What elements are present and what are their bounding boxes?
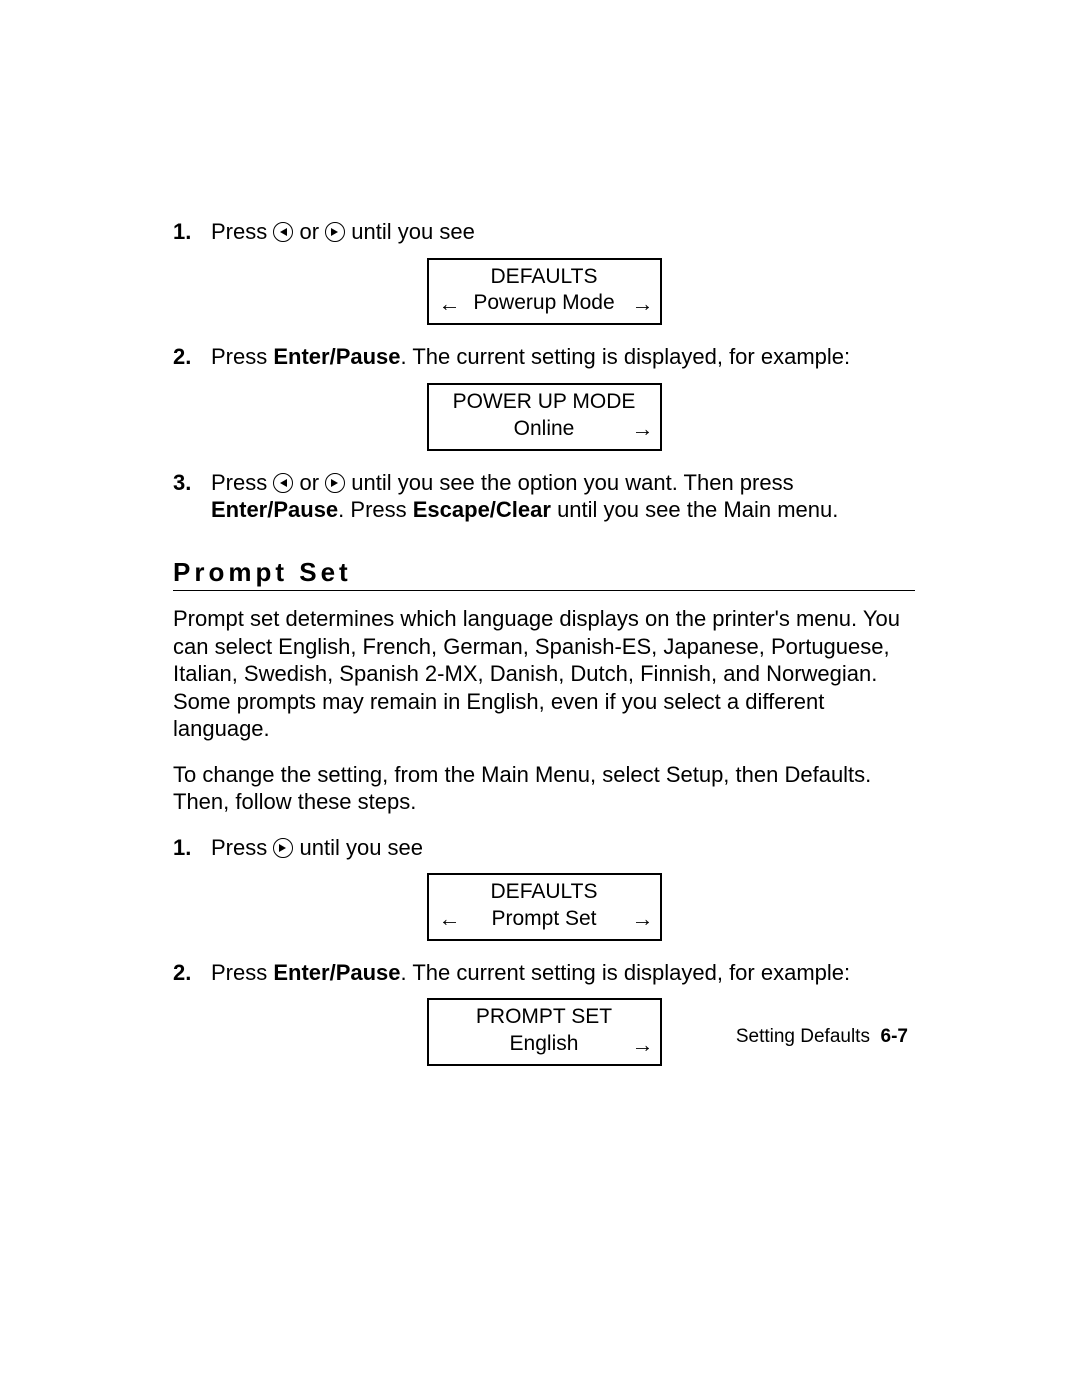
step-body: Press until you see xyxy=(211,834,915,862)
text: Press xyxy=(211,960,273,985)
step-body: Press Enter/Pause. The current setting i… xyxy=(211,343,915,371)
text: Press xyxy=(211,344,273,369)
text: until you see the Main menu. xyxy=(551,497,838,522)
key-escape-clear: Escape/Clear xyxy=(413,497,551,522)
lcd-line1: POWER UP MODE xyxy=(439,389,650,415)
step-1-top: 1. Press or until you see xyxy=(173,218,915,246)
left-arrow-icon xyxy=(273,222,293,242)
text: Press xyxy=(211,835,273,860)
key-enter-pause: Enter/Pause xyxy=(211,497,338,522)
step-number: 2. xyxy=(173,343,211,371)
step-2-bottom: 2. Press Enter/Pause. The current settin… xyxy=(173,959,915,987)
lcd-display-promptset-english: PROMPT SET English → xyxy=(427,998,662,1066)
step-body: Press or until you see the option you wa… xyxy=(211,469,915,524)
text: until you see xyxy=(299,835,423,860)
step-1-bottom: 1. Press until you see xyxy=(173,834,915,862)
paragraph: Prompt set determines which language dis… xyxy=(173,605,915,743)
lcd-display-defaults-powerup: DEFAULTS ← Powerup Mode → xyxy=(427,258,662,326)
text: or xyxy=(293,470,325,495)
key-enter-pause: Enter/Pause xyxy=(273,344,400,369)
right-arrow-icon xyxy=(273,838,293,858)
step-2-top: 2. Press Enter/Pause. The current settin… xyxy=(173,343,915,371)
page-number: 6-7 xyxy=(881,1026,908,1047)
right-arrow-icon: → xyxy=(632,905,650,933)
step-number: 2. xyxy=(173,959,211,987)
lcd-line2: Prompt Set xyxy=(457,906,632,932)
right-arrow-icon: → xyxy=(632,1031,650,1059)
lcd-line2: Powerup Mode xyxy=(457,290,632,316)
paragraph: To change the setting, from the Main Men… xyxy=(173,761,915,816)
page-footer: Setting Defaults 6-7 xyxy=(736,1026,908,1048)
text: . The current setting is displayed, for … xyxy=(401,344,851,369)
lcd-line1: DEFAULTS xyxy=(439,264,650,290)
text: until you see xyxy=(351,219,475,244)
right-arrow-icon: → xyxy=(632,415,650,443)
right-arrow-icon xyxy=(325,473,345,493)
right-arrow-icon: → xyxy=(632,290,650,318)
lcd-display-defaults-promptset: DEFAULTS ← Prompt Set → xyxy=(427,873,662,941)
text: Press xyxy=(211,470,273,495)
step-number: 3. xyxy=(173,469,211,524)
right-arrow-icon xyxy=(325,222,345,242)
left-arrow-icon: ← xyxy=(439,905,457,933)
section-rule xyxy=(173,590,915,591)
text: . The current setting is displayed, for … xyxy=(401,960,851,985)
lcd-display-powerup-online: POWER UP MODE Online → xyxy=(427,383,662,451)
lcd-line1: DEFAULTS xyxy=(439,879,650,905)
key-enter-pause: Enter/Pause xyxy=(273,960,400,985)
lcd-line2: English xyxy=(457,1031,632,1057)
footer-label: Setting Defaults xyxy=(736,1026,870,1047)
text: . Press xyxy=(338,497,413,522)
step-3-top: 3. Press or until you see the option you… xyxy=(173,469,915,524)
lcd-line2: Online xyxy=(457,416,632,442)
step-body: Press Enter/Pause. The current setting i… xyxy=(211,959,915,987)
section-title-prompt-set: Prompt Set xyxy=(173,556,915,589)
text: or xyxy=(299,219,325,244)
page-content: 1. Press or until you see DEFAULTS ← Pow… xyxy=(0,0,1080,1066)
left-arrow-icon xyxy=(273,473,293,493)
lcd-line1: PROMPT SET xyxy=(439,1004,650,1030)
step-number: 1. xyxy=(173,218,211,246)
text: until you see the option you want. Then … xyxy=(345,470,793,495)
step-body: Press or until you see xyxy=(211,218,915,246)
left-arrow-icon: ← xyxy=(439,290,457,318)
text: Press xyxy=(211,219,273,244)
step-number: 1. xyxy=(173,834,211,862)
